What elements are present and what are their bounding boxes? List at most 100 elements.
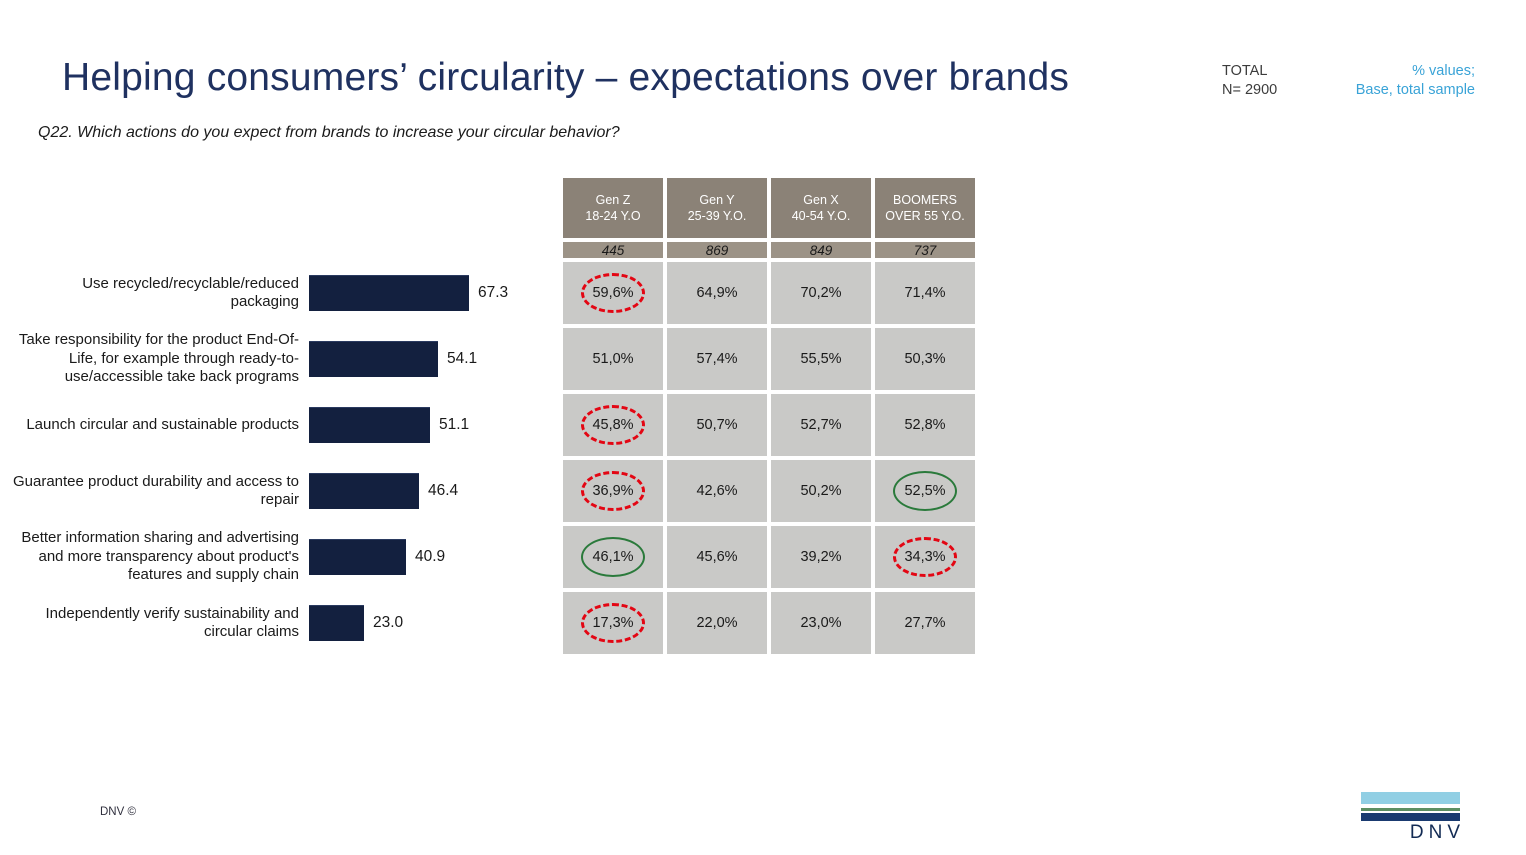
table-cell: 52,5%	[875, 460, 975, 522]
cell-value: 27,7%	[904, 615, 946, 631]
bar	[309, 605, 364, 641]
logo-stripe-navy	[1361, 813, 1460, 821]
category-label: Guarantee product durability and access …	[12, 472, 299, 509]
column-header-geny-age: 25-39 Y.O.	[687, 209, 747, 223]
bar-row: 51.1	[309, 394, 559, 456]
table-cell: 59,6%	[563, 262, 663, 324]
column-header-geny-name: Gen Y	[699, 193, 735, 207]
cell-value: 46,1%	[592, 549, 634, 565]
column-header-boomers-name: BOOMERS	[893, 193, 957, 207]
table-cell: 45,8%	[563, 394, 663, 456]
cell-value: 52,7%	[800, 417, 842, 433]
cell-value: 59,6%	[592, 285, 634, 301]
table-cell: 36,9%	[563, 460, 663, 522]
bar-value: 23.0	[373, 614, 404, 631]
cell-value: 50,7%	[696, 417, 738, 433]
bar-row: 67.3	[309, 262, 559, 324]
bar-row: 23.0	[309, 592, 559, 654]
chart-and-table-grid: Gen Z 18-24 Y.O Gen Y 25-39 Y.O. Gen X 4…	[10, 178, 975, 654]
table-cell: 45,6%	[667, 526, 767, 588]
category-label: Use recycled/recyclable/reduced packagin…	[82, 274, 299, 311]
bar-value: 46.4	[428, 482, 459, 499]
table-cell: 55,5%	[771, 328, 871, 390]
cell-value: 36,9%	[592, 483, 634, 499]
note-line-1: % values;	[1412, 63, 1475, 79]
column-header-genz-age: 18-24 Y.O	[585, 209, 641, 223]
category-label: Independently verify sustainability and …	[45, 604, 300, 641]
bar-row: 40.9	[309, 526, 559, 588]
column-header-genx-name: Gen X	[803, 193, 839, 207]
cell-value: 39,2%	[800, 549, 842, 565]
category-label: Launch circular and sustainable products	[26, 415, 299, 433]
cell-value: 42,6%	[696, 483, 738, 499]
survey-question: Q22. Which actions do you expect from br…	[38, 124, 620, 141]
table-cell: 46,1%	[563, 526, 663, 588]
cell-value: 52,8%	[904, 417, 946, 433]
category-label: Take responsibility for the product End-…	[18, 331, 299, 386]
table-cell: 57,4%	[667, 328, 767, 390]
table-cell: 17,3%	[563, 592, 663, 654]
cell-value: 64,9%	[696, 285, 738, 301]
category-label: Better information sharing and advertisi…	[21, 529, 299, 584]
cell-value: 50,2%	[800, 483, 842, 499]
note-line-2: Base, total sample	[1355, 82, 1475, 98]
bar	[309, 275, 469, 311]
cell-value: 51,0%	[592, 351, 634, 367]
values-note-block: % values; Base, total sample	[1356, 62, 1475, 100]
cell-value: 23,0%	[800, 615, 842, 631]
column-header-genx-age: 40-54 Y.O.	[791, 209, 851, 223]
cell-value: 52,5%	[904, 483, 946, 499]
table-cell: 70,2%	[771, 262, 871, 324]
base-genz: 445	[563, 242, 663, 258]
table-cell: 23,0%	[771, 592, 871, 654]
table-cell: 52,7%	[771, 394, 871, 456]
logo-stripe-lightblue	[1361, 792, 1460, 804]
page-title: Helping consumers’ circularity – expecta…	[62, 56, 1070, 99]
table-cell: 22,0%	[667, 592, 767, 654]
table-cell: 52,8%	[875, 394, 975, 456]
bar-value: 67.3	[478, 284, 509, 301]
bar	[309, 407, 430, 443]
bar-row: 46.4	[309, 460, 559, 522]
cell-value: 50,3%	[904, 351, 946, 367]
cell-value: 57,4%	[696, 351, 738, 367]
column-header-genz-name: Gen Z	[595, 193, 631, 207]
table-cell: 50,2%	[771, 460, 871, 522]
cell-value: 70,2%	[800, 285, 842, 301]
copyright-note: DNV ©	[100, 806, 136, 818]
column-header-geny: Gen Y 25-39 Y.O.	[667, 178, 767, 238]
bar-row: 54.1	[309, 328, 559, 390]
bar	[309, 539, 406, 575]
column-header-genz: Gen Z 18-24 Y.O	[563, 178, 663, 238]
base-boomers: 737	[875, 242, 975, 258]
cell-value: 17,3%	[592, 615, 634, 631]
cell-value: 22,0%	[696, 615, 738, 631]
table-cell: 50,7%	[667, 394, 767, 456]
table-cell: 50,3%	[875, 328, 975, 390]
total-sample-block: TOTAL N= 2900	[1222, 62, 1277, 100]
dnv-logo: DNV	[1361, 792, 1460, 843]
cell-value: 45,8%	[592, 417, 634, 433]
total-label: TOTAL	[1222, 63, 1268, 79]
table-cell: 64,9%	[667, 262, 767, 324]
logo-wordmark: DNV	[1409, 822, 1465, 843]
column-header-boomers-age: OVER 55 Y.O.	[885, 209, 965, 223]
column-header-boomers: BOOMERS OVER 55 Y.O.	[875, 178, 975, 238]
cell-value: 55,5%	[800, 351, 842, 367]
logo-stripe-green	[1361, 808, 1460, 811]
table-cell: 39,2%	[771, 526, 871, 588]
column-header-genx: Gen X 40-54 Y.O.	[771, 178, 871, 238]
table-cell: 51,0%	[563, 328, 663, 390]
bar-value: 54.1	[447, 350, 478, 367]
base-genx: 849	[771, 242, 871, 258]
table-cell: 27,7%	[875, 592, 975, 654]
bar	[309, 341, 438, 377]
bar	[309, 473, 419, 509]
cell-value: 34,3%	[904, 549, 946, 565]
base-geny: 869	[667, 242, 767, 258]
table-cell: 34,3%	[875, 526, 975, 588]
total-n: N= 2900	[1222, 82, 1278, 98]
table-cell: 42,6%	[667, 460, 767, 522]
bar-value: 51.1	[439, 416, 470, 433]
